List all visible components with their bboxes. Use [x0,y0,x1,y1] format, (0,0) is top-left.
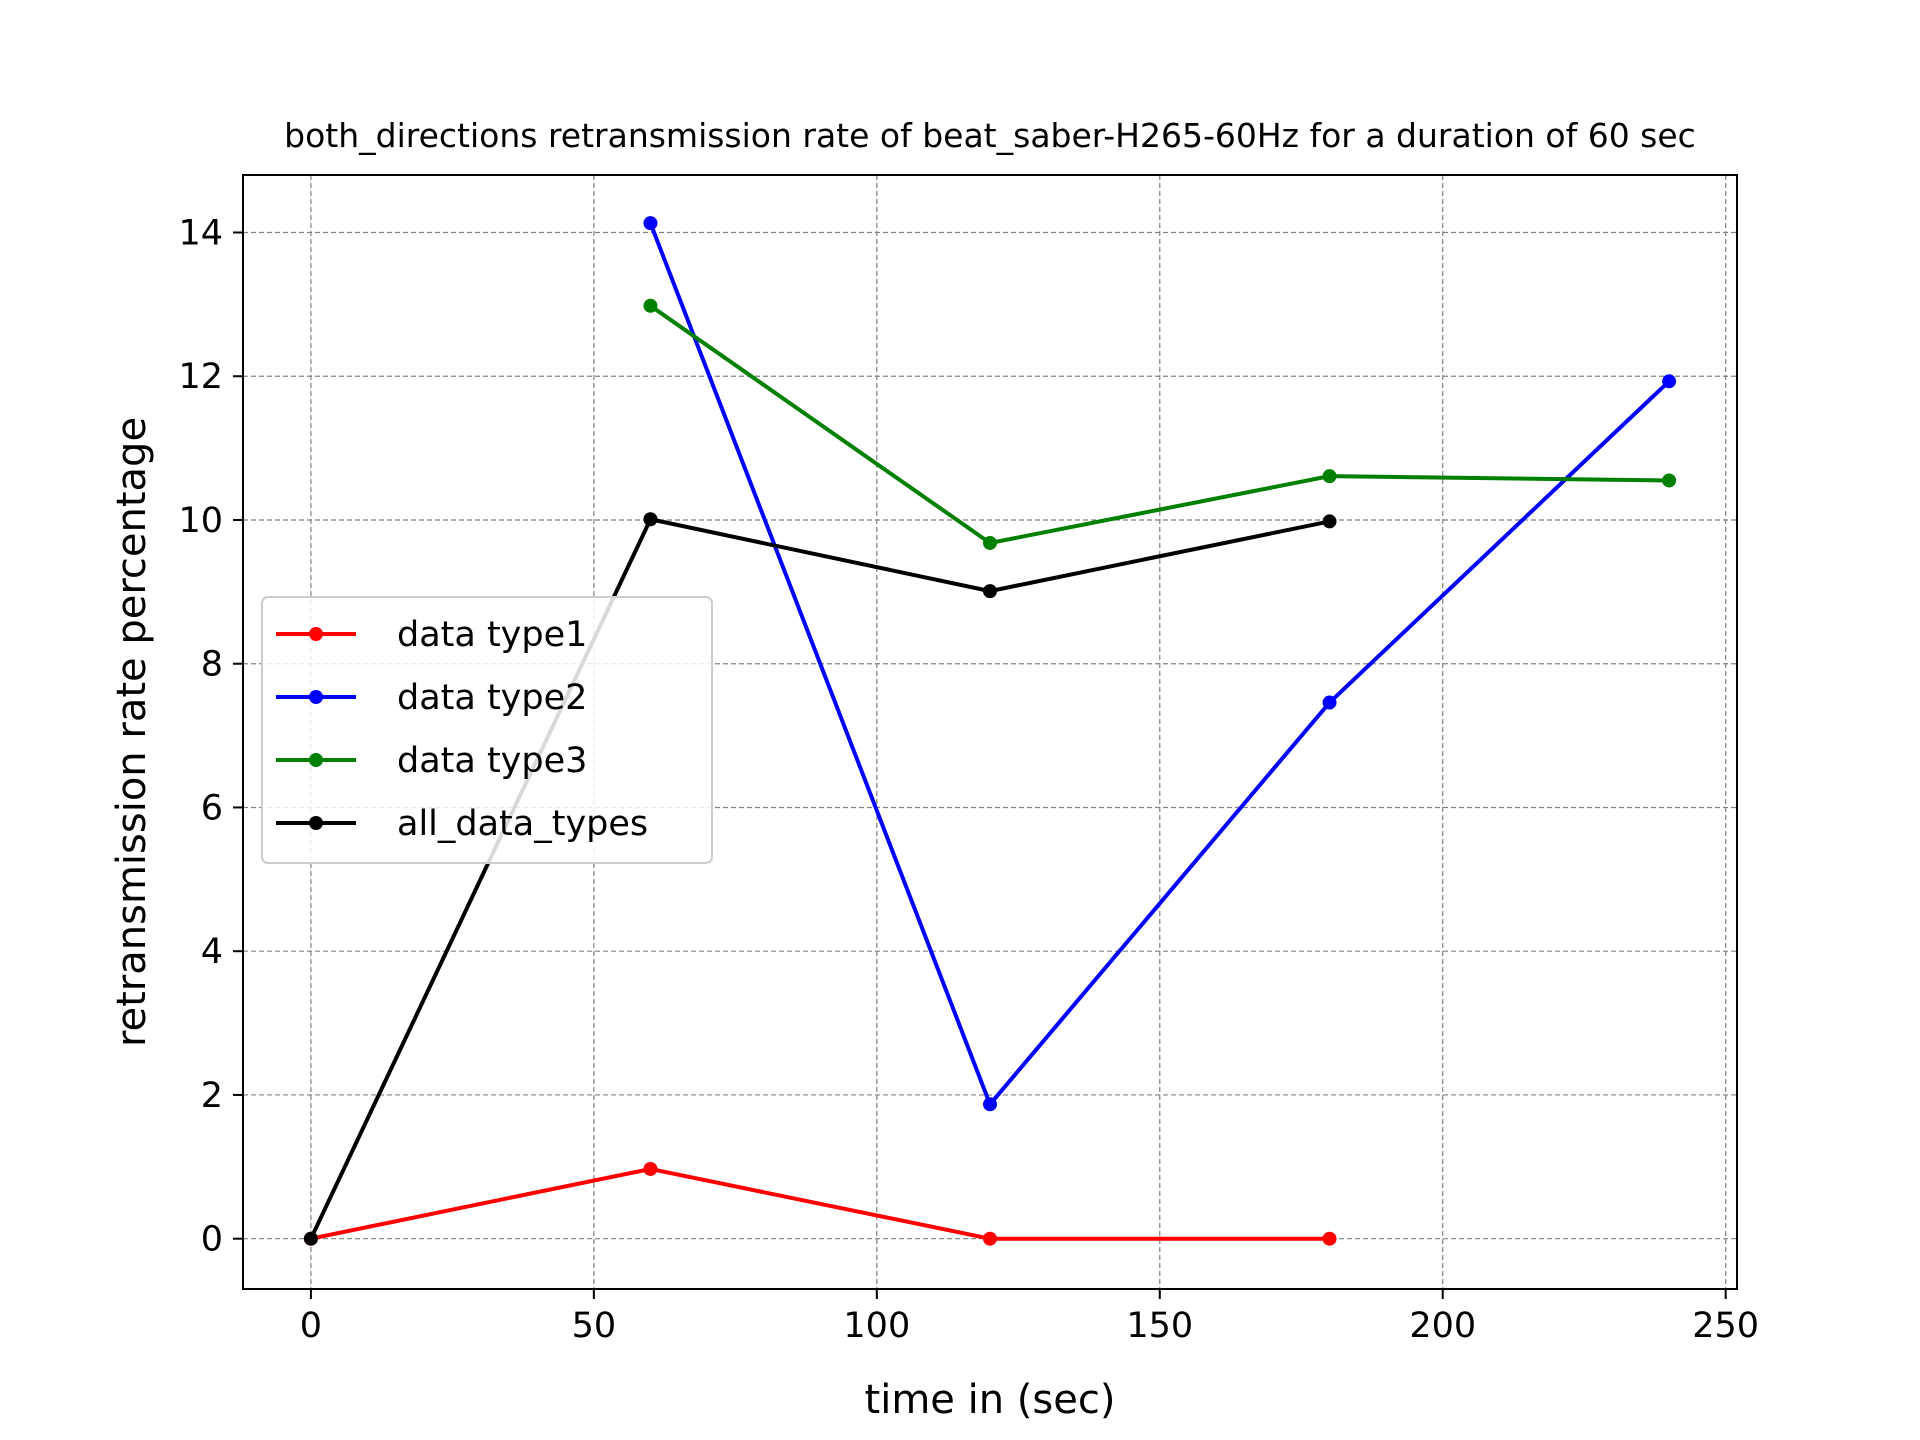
x-axis-label: time in (sec) [865,1377,1116,1423]
data-point [983,1097,997,1112]
y-tick-label: 4 [201,932,223,972]
legend-marker [309,753,323,767]
data-point [303,1231,318,1246]
legend-marker [309,690,323,704]
data-point [643,1161,658,1176]
data-point [983,584,997,599]
data-point [1322,1231,1337,1246]
y-tick-label: 0 [201,1220,223,1260]
data-point [983,535,997,550]
legend-label: data type3 [397,741,587,781]
series-4 [303,512,1337,1246]
data-point [983,1231,997,1246]
x-tick-label: 0 [300,1306,322,1346]
series-line [648,222,1671,1107]
data-point [1662,374,1677,389]
x-tick-label: 50 [572,1306,617,1346]
y-tick-label: 8 [201,645,223,685]
data-point [643,216,658,231]
y-tick-label: 2 [201,1076,223,1116]
y-tick-label: 14 [178,213,223,253]
series-2 [643,216,1677,1112]
grid [243,175,1737,1289]
legend-marker [309,816,323,830]
legend-item: data type3 [276,741,587,781]
chart-title: both_directions retransmission rate of b… [284,116,1696,155]
x-tick-label: 100 [843,1306,910,1346]
plot-frame [242,174,1738,1290]
legend-item: data type2 [276,678,587,718]
axis-ticks: 0 50 100 150 200 250 0 2 4 6 8 10 12 14 [178,213,1759,1346]
series-line [310,1166,1330,1241]
legend-label: data type1 [397,615,587,655]
legend-label: data type2 [397,678,587,718]
data-point [1322,469,1337,484]
series-3 [643,298,1677,550]
series-line [649,304,1670,545]
legend-box [261,596,713,864]
data-point [1322,514,1337,529]
y-tick-label: 6 [201,788,223,828]
data-point [643,512,658,527]
legend-label: all_data_types [397,804,648,844]
y-tick-label: 12 [178,357,223,397]
legend-marker [309,627,323,641]
legend: data type1 data type2 data type3 all_data_t… [261,596,713,864]
y-axis-label: retransmission rate percentage [109,417,155,1047]
legend-item: all_data_types [276,804,648,844]
data-point [643,298,658,313]
series-line [309,517,1330,1240]
data-point [1662,473,1677,488]
y-tick-label: 10 [178,501,223,541]
data-point [1322,695,1337,710]
x-tick-label: 250 [1692,1306,1759,1346]
legend-item: data type1 [276,615,587,655]
x-tick-label: 150 [1126,1306,1193,1346]
x-tick-label: 200 [1409,1306,1476,1346]
series-layer [303,216,1677,1246]
